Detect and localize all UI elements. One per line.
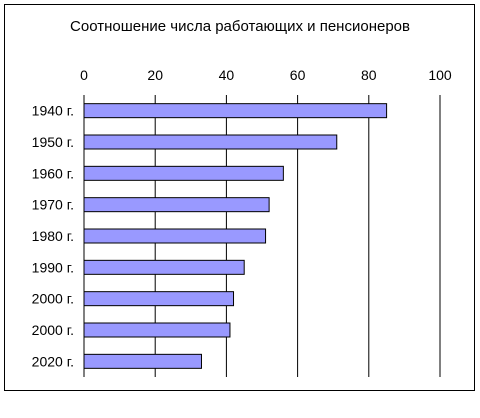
bar: [83, 291, 235, 307]
x-tick-label: 80: [361, 67, 377, 83]
x-tick-label: 0: [80, 67, 88, 83]
category-label: 1970 г.: [32, 197, 74, 213]
y-axis-category-labels: 1940 г. 1950 г. 1960 г. 1970 г. 1980 г. 1990 …: [32, 103, 74, 370]
bar: [83, 322, 231, 338]
x-tick-label: 40: [219, 67, 235, 83]
x-tick-label: 20: [147, 67, 163, 83]
category-label: 2000 г.: [32, 322, 74, 338]
category-label: 2020 г.: [32, 353, 74, 369]
category-label: 1990 г.: [32, 259, 74, 275]
bar: [83, 228, 267, 244]
chart-title: Соотношение числа работающих и пенсионер…: [70, 18, 410, 35]
bar: [83, 259, 245, 275]
category-label: 2000 г.: [32, 291, 74, 307]
x-axis-tick-labels: 0 20 40 60 80 100: [80, 67, 452, 83]
x-tick-label: 60: [290, 67, 306, 83]
category-label: 1940 г.: [32, 103, 74, 119]
bar: [83, 197, 270, 213]
bar: [83, 134, 338, 150]
category-label: 1980 г.: [32, 228, 74, 244]
bar: [83, 103, 388, 119]
bar: [83, 165, 284, 181]
category-label: 1960 г.: [32, 165, 74, 181]
bar: [83, 353, 202, 369]
category-label: 1950 г.: [32, 134, 74, 150]
x-tick-label: 100: [428, 67, 452, 83]
